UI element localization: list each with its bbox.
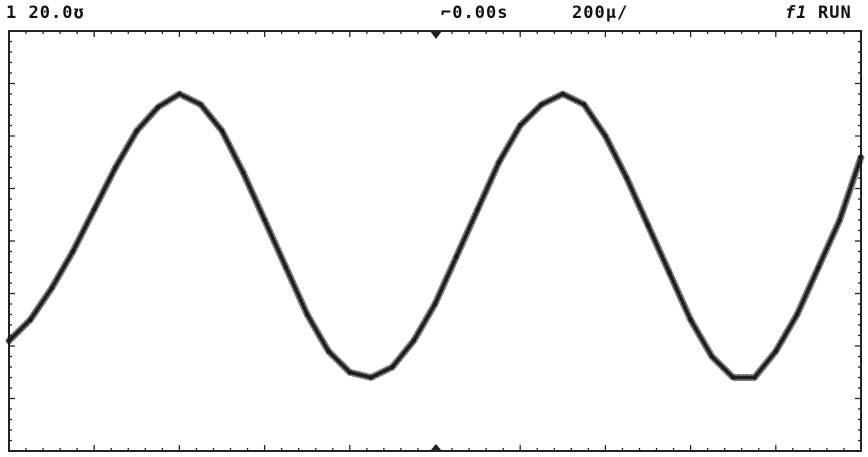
trigger-position-bottom-icon (430, 444, 442, 451)
trace-sample-point (581, 102, 587, 107)
trace-sample-point (155, 104, 161, 110)
trace-sample-point (219, 128, 225, 133)
trace-sample-point (496, 160, 502, 165)
run-state-readout: RUN (818, 3, 852, 23)
trigger-source-readout: f1 (785, 3, 808, 23)
trace-sample-point (262, 217, 267, 223)
trace-sample-point (731, 375, 736, 380)
trace-series-0-layer-0 (5, 90, 865, 381)
trace-sample-point (688, 317, 693, 322)
graticule-ticks (8, 30, 862, 452)
trace-sample-point (198, 102, 203, 107)
trace-sample-point (709, 354, 715, 359)
trace-sample-point (305, 312, 310, 317)
trace-sample-point (560, 91, 565, 97)
trace-sample-point (177, 91, 182, 97)
trigger-delay-readout: ⌐0.00s (441, 3, 508, 23)
trace-sample-point (326, 349, 331, 354)
trace-sample-point (28, 317, 33, 322)
delay-value: 0.00s (452, 3, 509, 23)
waveform-trace (5, 90, 865, 381)
trace-sample-point (816, 265, 821, 270)
trace-sample-point (624, 175, 629, 181)
trace-sample-point (368, 375, 374, 380)
graticule-frame (8, 30, 862, 452)
trace-sample-point (347, 370, 352, 375)
trigger-position-icon (430, 31, 442, 39)
trace-sample-point (475, 207, 480, 212)
trace-sample-point (70, 249, 76, 254)
trace-sample-point (113, 165, 118, 170)
trace-sample-point (667, 270, 672, 275)
trace-sample-point (837, 217, 842, 223)
trace-sample-point (794, 312, 800, 317)
volts-per-div: 20.0 (28, 3, 74, 23)
status-bar: 1 20.0ʊ ⌐0.00s 200µ/ f1 RUN (0, 0, 868, 26)
channel-scale-readout: 1 20.0ʊ (6, 3, 85, 23)
trigger-marker-icon: ⌐ (441, 3, 453, 23)
trace-sample-point (645, 223, 651, 228)
trace-sample-point (858, 154, 864, 160)
trace-sample-point (134, 128, 139, 133)
time-per-div-readout: 200µ/ (572, 3, 629, 23)
channel-number: 1 (6, 3, 18, 23)
trace-sample-point (241, 170, 246, 175)
trace-sample-point (6, 338, 12, 343)
trace-sample-point (518, 123, 523, 128)
trace-sample-point (92, 207, 97, 212)
trace-sample-point (390, 364, 395, 370)
volts-unit: ʊ (73, 3, 85, 23)
trace-sample-point (283, 265, 289, 270)
trace-sample-point (49, 286, 54, 291)
trace-sample-point (603, 133, 608, 139)
trace-sample-point (454, 254, 459, 259)
trace-sample-point (773, 349, 778, 354)
trace-sample-point (432, 301, 438, 307)
trace-sample-point (752, 375, 757, 380)
trace-sample-point (411, 338, 416, 343)
trace-sample-point (539, 102, 544, 107)
